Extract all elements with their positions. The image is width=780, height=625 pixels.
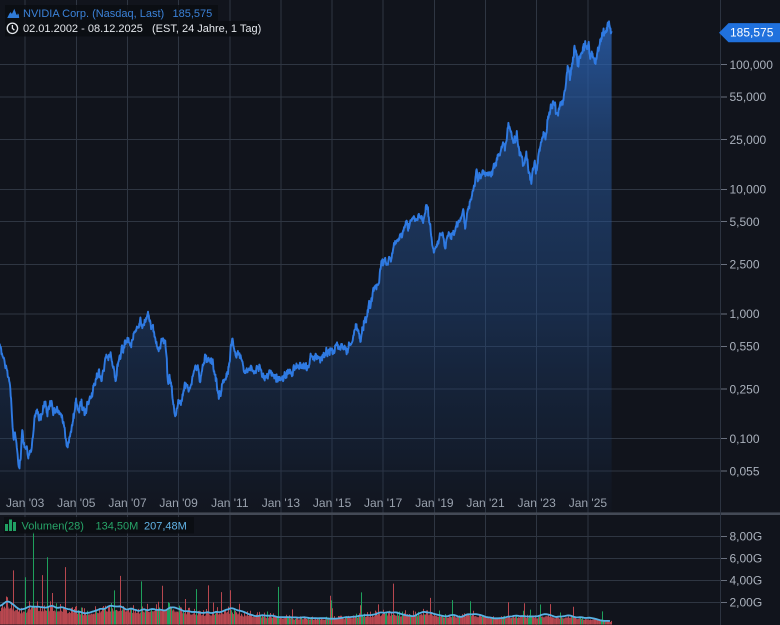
svg-text:Volumen(28): Volumen(28) (22, 521, 84, 533)
svg-text:0,055: 0,055 (730, 464, 760, 478)
svg-text:Jan '11: Jan '11 (211, 496, 249, 510)
svg-text:Jan '03: Jan '03 (6, 496, 45, 510)
svg-text:Jan '23: Jan '23 (518, 496, 557, 510)
svg-text:NVIDIA Corp. (Nasdaq, Last): NVIDIA Corp. (Nasdaq, Last) (23, 8, 164, 20)
svg-text:10,000: 10,000 (730, 183, 767, 197)
svg-text:2,00G: 2,00G (730, 596, 763, 610)
svg-text:6,00G: 6,00G (730, 552, 763, 566)
svg-text:1,000: 1,000 (730, 307, 760, 321)
svg-text:Jan '05: Jan '05 (57, 496, 96, 510)
svg-text:Jan '25: Jan '25 (569, 496, 608, 510)
svg-text:Jan '15: Jan '15 (313, 496, 352, 510)
svg-text:0,550: 0,550 (730, 340, 760, 354)
svg-text:2,500: 2,500 (730, 258, 760, 272)
svg-text:25,000: 25,000 (730, 133, 767, 147)
svg-text:4,00G: 4,00G (730, 574, 763, 588)
svg-text:0,100: 0,100 (730, 432, 760, 446)
svg-text:185,575: 185,575 (730, 25, 774, 39)
svg-text:185,575: 185,575 (173, 8, 213, 20)
svg-text:5,500: 5,500 (730, 215, 760, 229)
svg-text:(EST, 24 Jahre, 1 Tag): (EST, 24 Jahre, 1 Tag) (152, 23, 261, 35)
svg-text:02.01.2002 - 08.12.2025: 02.01.2002 - 08.12.2025 (23, 23, 143, 35)
svg-text:55,000: 55,000 (730, 90, 767, 104)
svg-text:Jan '07: Jan '07 (108, 496, 147, 510)
svg-text:Jan '19: Jan '19 (415, 496, 454, 510)
svg-text:100,000: 100,000 (730, 58, 774, 72)
svg-text:Jan '21: Jan '21 (466, 496, 505, 510)
svg-text:0,250: 0,250 (730, 382, 760, 396)
svg-text:8,00G: 8,00G (730, 530, 763, 544)
svg-text:Jan '13: Jan '13 (262, 496, 301, 510)
svg-text:134,50M: 134,50M (96, 521, 139, 533)
svg-text:Jan '17: Jan '17 (364, 496, 403, 510)
svg-text:Jan '09: Jan '09 (159, 496, 198, 510)
svg-text:207,48M: 207,48M (144, 521, 187, 533)
